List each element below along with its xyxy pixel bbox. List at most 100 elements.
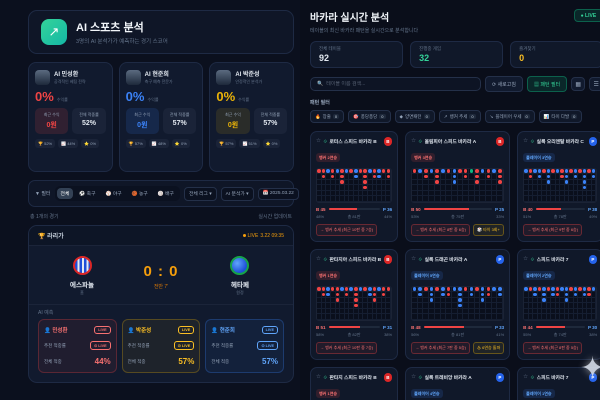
road-cell <box>578 190 583 196</box>
road-cell <box>578 308 583 314</box>
table-status-icon: ⟐ <box>530 256 535 262</box>
favorite-star-icon[interactable]: ☆ <box>411 256 417 263</box>
road-cell <box>344 185 350 191</box>
road-dot-banker <box>372 292 377 296</box>
trend-chip: → 뱅커 추세 (최근 8판 중 5승) <box>523 342 583 354</box>
road-cell <box>569 297 574 303</box>
analyst-rate: 0% <box>216 89 236 104</box>
match-card[interactable]: 🏆 라리가 LIVE 3.22 09:35 에스파뇰 홈 0 : 0 전반 7' <box>28 225 294 383</box>
road-dot-player <box>452 169 457 173</box>
road-cell <box>591 196 597 202</box>
analyst-card[interactable]: AI 박준성 안정적인 분석가 0% 수익률 최근 수익 0원 전체 적중률 57%… <box>209 62 295 172</box>
road-cell <box>587 185 592 191</box>
table-card[interactable]: ☆ ⟐ 실룩 트레비앙 바카라 A P 플레이어 4연승 B 39 P 37 4… <box>405 367 511 400</box>
road-cell <box>386 303 392 309</box>
road-dot-player <box>533 169 537 173</box>
analyst-stat-badge: ⭐ 0% <box>81 139 100 148</box>
favorite-star-icon[interactable]: ☆ <box>523 138 529 145</box>
road-dot-player <box>573 174 578 178</box>
road-cell <box>377 179 382 185</box>
sport-tab[interactable]: ⚽ 축구 <box>79 192 96 197</box>
ratio-bar <box>423 207 492 211</box>
streak-tag: 뱅커 2연승 <box>316 153 341 162</box>
favorite-star-icon[interactable]: ☆ <box>411 374 417 381</box>
search-input[interactable] <box>326 81 474 87</box>
road-cell <box>474 174 481 180</box>
sport-tab[interactable]: 전체 <box>56 188 74 199</box>
road-cell <box>429 292 435 298</box>
road-cell <box>423 297 430 303</box>
pattern-chip[interactable]: 🔥 장줄 0 <box>310 110 345 123</box>
road-dot-banker <box>542 169 546 173</box>
ratio-bar <box>328 325 380 329</box>
pattern-chip[interactable]: 📊 타이 다발 0 <box>538 110 583 123</box>
road-dot-player <box>377 169 381 173</box>
list-view-button[interactable]: ☰ <box>589 77 600 91</box>
road-cell <box>524 174 529 180</box>
analyst-avatar <box>125 69 141 85</box>
road-dot-banker <box>317 169 321 173</box>
league-select[interactable]: 전체 리그 ▾ <box>183 186 217 201</box>
analyst-card[interactable]: AI 민성환 공격적인 베팅 전략 0% 수익률 최근 수익 0원 전체 적중률 5… <box>28 62 113 172</box>
pattern-chip[interactable]: ↗ 뱅커 추세 0 <box>438 110 481 123</box>
road-cell <box>434 308 441 314</box>
favorite-star-icon[interactable]: ☆ <box>316 138 321 145</box>
road-cell <box>358 314 364 320</box>
banker-percent: 48% <box>316 214 325 219</box>
table-card[interactable]: ☆ ⟐ 실룩 드래곤 바카라 A P 플레이어 5연승 B 48 P 33 56… <box>405 249 511 360</box>
road-cell <box>335 292 341 298</box>
pattern-chip[interactable]: ↘ 플레이어 우세 0 <box>484 110 535 123</box>
road-cell <box>474 286 481 292</box>
favorite-star-icon[interactable]: ☆ <box>523 374 529 381</box>
road-cell <box>377 314 382 320</box>
table-card[interactable]: ☆ ⟐ 올림피아 스피드 바카라 A B 뱅커 3연승 B 50 P 25 53… <box>405 131 511 242</box>
table-card[interactable]: ☆ ⟐ 스피드 바카라 7 P 플레이어 2연승 B 44 P 30 55% 총… <box>517 249 600 360</box>
sport-tab[interactable]: 🏀 농구 <box>131 192 148 197</box>
road-cell <box>486 303 492 309</box>
road-cell <box>480 196 487 202</box>
table-card[interactable]: ☆ ⟐ 실룩 오리엔탈 바카라 C P 플레이어 3연승 B 40 P 38 5… <box>517 131 600 242</box>
road-cell <box>582 174 588 180</box>
date-from-input[interactable]: 📅 2025.03.22 <box>257 187 299 200</box>
pattern-chip[interactable]: 🎯 퐁당퐁당 0 <box>348 110 391 123</box>
road-dot-banker <box>463 169 468 173</box>
road-cell <box>344 292 350 298</box>
grid-view-button[interactable]: ▦ <box>571 77 586 91</box>
favorite-star-icon[interactable]: ☆ <box>523 256 529 263</box>
away-crest-icon <box>230 256 250 275</box>
sport-tab[interactable]: 🏐 배구 <box>157 192 174 197</box>
road-cell <box>451 314 458 320</box>
road-cell <box>335 286 341 292</box>
pattern-chip[interactable]: ◆ 양면패턴 0 <box>394 110 435 123</box>
road-cell <box>591 286 597 292</box>
road-cell <box>524 179 529 185</box>
pattern-chip-icon: 📊 <box>543 113 550 119</box>
analyst-card[interactable]: AI 현준희 축구 예측 전문가 0% 수익률 최근 수익 0원 전체 적중률 57… <box>118 62 204 172</box>
road-cell <box>381 179 387 185</box>
sport-tab[interactable]: ⚾ 야구 <box>105 192 122 197</box>
prediction-analyst-name: 👤 현준희 <box>211 328 235 334</box>
favorite-star-icon[interactable]: ☆ <box>411 138 417 145</box>
pattern-filter-button[interactable]: ▦ 패턴 필터 <box>526 76 568 92</box>
table-card[interactable]: ☆ ⟐ 판타지아 스피드 바카라 B B 뱅커 1연승 B 51 P 31 58… <box>310 249 399 360</box>
road-cell <box>434 168 441 174</box>
road-cell <box>551 168 556 174</box>
favorite-star-icon[interactable]: ☆ <box>316 256 321 263</box>
road-cell <box>429 297 435 303</box>
banker-count: B 50 <box>411 206 421 212</box>
table-card[interactable]: ☆ ⟐ 스피드 바카라 7 P 플레이어 1연승 B 45 P 29 57% 총… <box>517 367 600 400</box>
analyst-select[interactable]: AI 분석가 ▾ <box>220 186 254 201</box>
road-cell <box>480 179 487 185</box>
table-card[interactable]: ☆ ⟐ 판타지 스피드 바카라 B B 뱅커 1연승 B 42 P 35 52%… <box>310 367 399 400</box>
refresh-button[interactable]: ⟳ 새로고침 <box>485 76 523 92</box>
sports-panel: ↗ AI 스포츠 분석 3명의 AI 분석가가 예측하는 경기 스코어 AI 민… <box>28 10 345 383</box>
road-cell <box>423 286 430 292</box>
pattern-chip-label: 퐁당퐁당 <box>360 113 378 119</box>
table-search[interactable]: 🔍 <box>310 77 481 91</box>
road-cell <box>321 286 327 292</box>
road-cell <box>491 179 498 185</box>
road-cell <box>546 303 552 309</box>
favorite-star-icon[interactable]: ☆ <box>316 374 321 381</box>
road-cell <box>446 179 452 185</box>
table-card[interactable]: ☆ ⟐ 로터스 스피드 바카라 B B 뱅커 2연승 B 45 P 36 48%… <box>310 131 399 242</box>
